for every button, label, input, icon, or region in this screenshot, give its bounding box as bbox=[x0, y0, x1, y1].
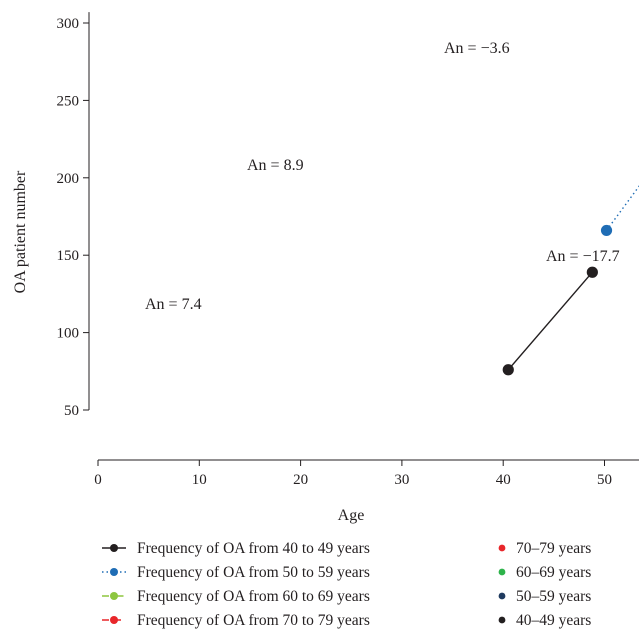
legend-label: Frequency of OA from 50 to 59 years bbox=[137, 564, 370, 581]
x-tick-label: 0 bbox=[94, 472, 102, 488]
legend-item-line: Frequency of OA from 70 to 79 years bbox=[102, 612, 370, 629]
slope-annotation: An = −17.7 bbox=[546, 248, 620, 265]
x-tick-label: 40 bbox=[496, 472, 511, 488]
series-line bbox=[605, 185, 639, 231]
series-4: An = −17.7 bbox=[546, 248, 620, 265]
legend: Frequency of OA from 40 to 49 years Frequ… bbox=[102, 540, 591, 629]
legend-item-point: 40–49 years bbox=[498, 612, 591, 629]
legend-item-line: Frequency of OA from 50 to 59 years bbox=[102, 564, 370, 581]
y-tick-label: 100 bbox=[57, 326, 80, 342]
legend-item-point: 60–69 years bbox=[498, 564, 591, 581]
legend-item-line: Frequency of OA from 40 to 49 years bbox=[102, 540, 370, 557]
legend-point-label: 70–79 years bbox=[516, 540, 591, 557]
legend-point-label: 60–69 years bbox=[516, 564, 591, 581]
legend-item-point: 70–79 years bbox=[498, 540, 591, 557]
data-point bbox=[502, 364, 514, 376]
data-point bbox=[586, 266, 598, 278]
legend-marker bbox=[110, 544, 118, 552]
y-tick-label: 150 bbox=[57, 248, 80, 264]
slope-annotation: An = 8.9 bbox=[247, 157, 304, 174]
x-tick-label: 50 bbox=[597, 472, 612, 488]
series-2: An = 8.9 bbox=[247, 157, 639, 237]
legend-point-marker bbox=[498, 544, 506, 552]
legend-point-label: 50–59 years bbox=[516, 588, 591, 605]
legend-point-marker bbox=[498, 592, 506, 600]
legend-label: Frequency of OA from 40 to 49 years bbox=[137, 540, 370, 557]
legend-item-line: Frequency of OA from 60 to 69 years bbox=[102, 588, 370, 605]
plot-area: An = 7.4 An = 8.9 An = −3.6 An = −17.7 bbox=[145, 40, 639, 376]
legend-point-marker bbox=[498, 568, 506, 576]
slope-annotation: An = −3.6 bbox=[444, 40, 510, 57]
x-axis-title: Age bbox=[338, 507, 365, 524]
legend-item-point: 50–59 years bbox=[498, 588, 591, 605]
legend-point-marker bbox=[498, 616, 506, 624]
series-1: An = 7.4 bbox=[145, 266, 598, 376]
legend-marker bbox=[110, 616, 118, 624]
y-tick-label: 50 bbox=[64, 403, 79, 419]
data-point bbox=[600, 224, 613, 237]
slope-annotation: An = 7.4 bbox=[145, 296, 202, 313]
x-tick-label: 30 bbox=[394, 472, 409, 488]
legend-label: Frequency of OA from 60 to 69 years bbox=[137, 588, 370, 605]
x-tick-label: 20 bbox=[293, 472, 308, 488]
axes: 5010015020025030001020304050607080 bbox=[57, 12, 639, 488]
y-tick-label: 250 bbox=[57, 93, 80, 109]
legend-marker bbox=[110, 592, 118, 600]
legend-label: Frequency of OA from 70 to 79 years bbox=[137, 612, 370, 629]
y-tick-label: 200 bbox=[57, 171, 80, 187]
x-tick-label: 10 bbox=[192, 472, 207, 488]
y-axis-title: OA patient number bbox=[12, 170, 29, 293]
series-line bbox=[507, 271, 593, 371]
y-tick-label: 300 bbox=[57, 16, 80, 32]
legend-point-label: 40–49 years bbox=[516, 612, 591, 629]
legend-marker bbox=[110, 568, 118, 576]
series-3: An = −3.6 bbox=[444, 40, 510, 57]
